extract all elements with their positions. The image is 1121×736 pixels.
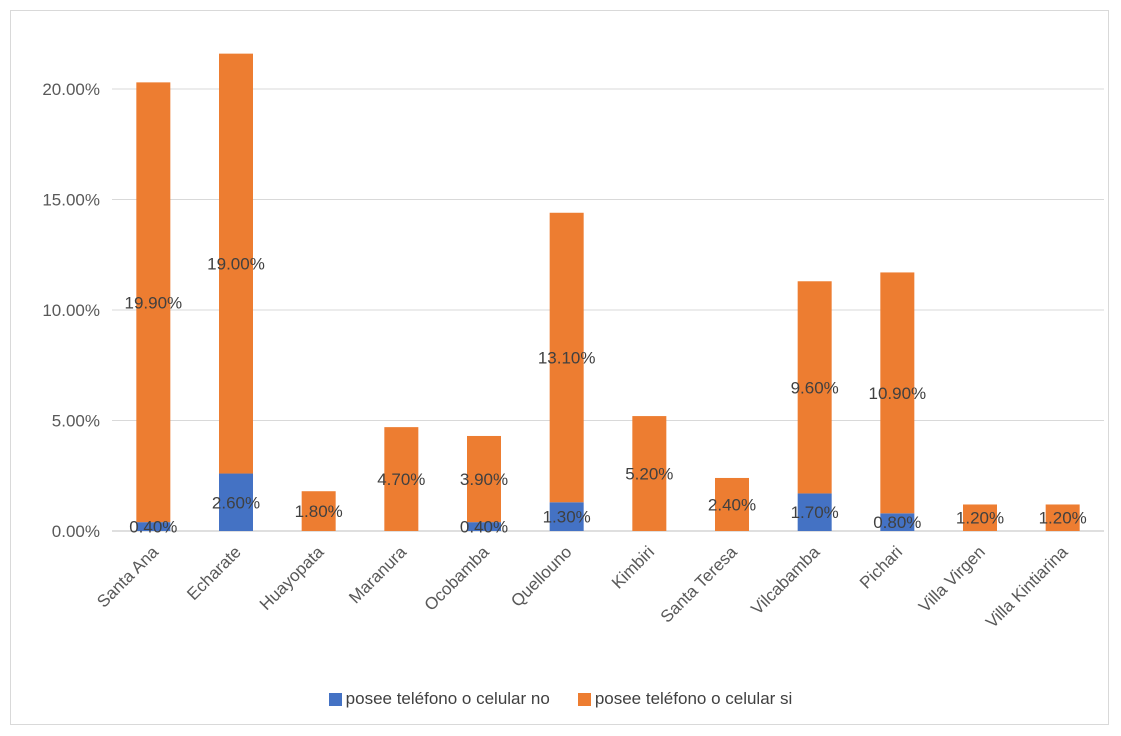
bar-segment-no	[219, 473, 253, 531]
bar-segment-si	[715, 477, 749, 531]
y-tick-label: 20.00%	[42, 80, 100, 99]
y-tick-label: 15.00%	[42, 191, 100, 210]
x-tick-label: Villa Virgen	[915, 542, 989, 616]
bar-segment-si	[384, 427, 419, 531]
data-label: 2.60%	[212, 493, 260, 512]
data-label: 0.40%	[129, 518, 177, 537]
data-label: 10.90%	[868, 384, 926, 403]
gridlines	[112, 88, 1104, 532]
data-label: 0.40%	[460, 518, 508, 537]
bar-segment-no	[467, 522, 501, 531]
legend-label-no: posee teléfono o celular no	[345, 689, 550, 708]
x-tick-label: Santa Ana	[93, 542, 162, 611]
x-tick-label: Vilcabamba	[747, 542, 823, 618]
data-label: 5.20%	[625, 465, 673, 484]
legend-swatch-no	[328, 692, 342, 706]
legend-item-si: posee teléfono o celular si	[577, 689, 793, 709]
data-label: 1.20%	[956, 509, 1004, 528]
bar-segment-si	[467, 435, 501, 523]
data-label: 1.30%	[543, 508, 591, 527]
x-tick-label: Ocobamba	[421, 542, 494, 615]
bar-segment-si	[963, 504, 997, 531]
data-label: 9.60%	[791, 378, 839, 397]
y-axis-tick-labels: 0.00% 5.00% 10.00% 15.00% 20.00%	[42, 80, 100, 541]
y-tick-label: 5.00%	[52, 412, 100, 431]
x-tick-label: Pichari	[856, 542, 906, 592]
bars	[136, 53, 1080, 531]
bar-segment-si	[301, 491, 336, 531]
data-label: 19.00%	[207, 255, 265, 274]
x-tick-label: Maranura	[345, 542, 410, 607]
legend-swatch-si	[577, 692, 591, 706]
data-label: 1.80%	[295, 502, 343, 521]
y-tick-label: 10.00%	[42, 301, 100, 320]
bar-segment-si	[136, 82, 171, 523]
x-tick-label: Kimbiri	[608, 542, 658, 592]
legend: posee teléfono o celular no posee teléfo…	[0, 688, 1121, 710]
bar-segment-si	[1045, 504, 1080, 531]
data-label: 3.90%	[460, 470, 508, 489]
x-tick-label: Echarate	[183, 542, 245, 604]
x-tick-label: Santa Teresa	[657, 542, 741, 626]
data-label: 4.70%	[377, 470, 425, 489]
data-label: 13.10%	[538, 349, 596, 368]
y-tick-label: 0.00%	[52, 522, 100, 541]
x-tick-label: Quellouno	[507, 542, 575, 610]
data-label: 0.80%	[873, 513, 921, 532]
data-labels: 0.40% 19.90% 2.60% 19.00% 1.80% 4.70% 0.40% 3.9…	[124, 255, 1086, 537]
data-label: 19.90%	[124, 293, 182, 312]
bar-segment-si	[219, 53, 253, 474]
x-tick-label: Huayopata	[256, 542, 328, 614]
bar-segment-si	[549, 212, 584, 503]
bar-segment-si	[632, 416, 667, 531]
bar-segment-si	[797, 281, 832, 494]
data-label: 2.40%	[708, 495, 756, 514]
bar-segment-no	[880, 513, 915, 531]
bar-segment-no	[136, 522, 171, 531]
bar-segment-no	[549, 502, 584, 531]
x-tick-label: Villa Kintiarina	[982, 542, 1072, 632]
legend-label-si: posee teléfono o celular si	[594, 689, 793, 708]
data-label: 1.20%	[1039, 509, 1087, 528]
x-axis-tick-labels: Santa Ana Echarate Huayopata Maranura Ocobam…	[93, 542, 1072, 632]
data-label: 1.70%	[791, 503, 839, 522]
bar-segment-no	[797, 493, 832, 531]
bar-segment-si	[880, 272, 915, 514]
legend-item-no: posee teléfono o celular no	[328, 689, 550, 709]
